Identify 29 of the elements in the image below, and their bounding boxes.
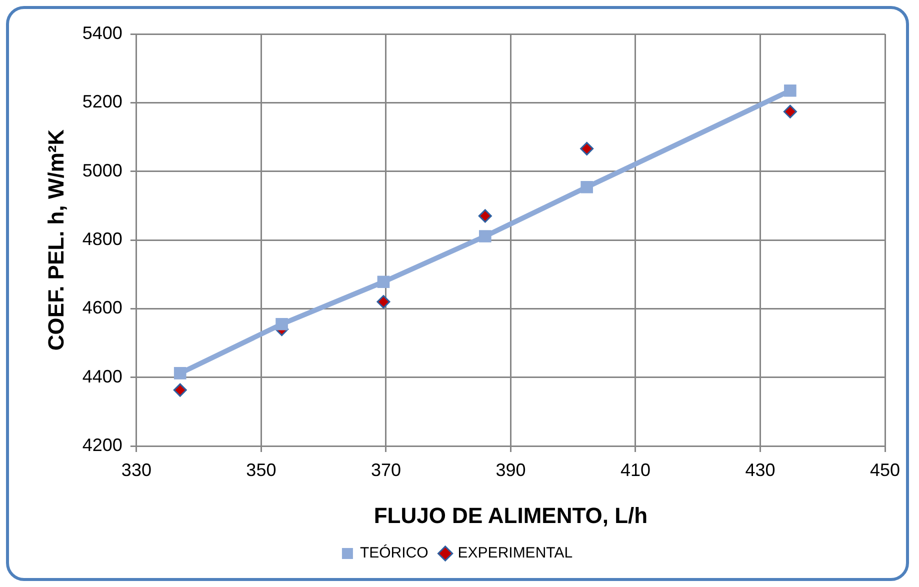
legend-label: EXPERIMENTAL xyxy=(458,544,573,562)
point xyxy=(478,209,492,223)
y-tick-label: 5400 xyxy=(82,22,122,43)
y-tick-label: 4800 xyxy=(82,228,122,249)
y-tick-label: 5000 xyxy=(82,160,122,180)
y-tick-label: 4400 xyxy=(82,366,122,386)
x-tick-label: 350 xyxy=(246,460,276,480)
y-axis-title: COEF. PEL. h, W/m²K xyxy=(43,129,68,351)
point xyxy=(276,318,288,330)
point xyxy=(173,383,187,397)
point xyxy=(376,295,390,309)
point xyxy=(580,180,593,194)
x-tick-label: 330 xyxy=(121,460,152,480)
y-tick-label: 4600 xyxy=(82,298,122,318)
x-tick-label: 390 xyxy=(496,460,526,480)
point xyxy=(783,104,797,118)
point xyxy=(784,84,796,97)
x-axis-title: FLUJO DE ALIMENTO, L/h xyxy=(374,502,648,528)
x-tick-label: 370 xyxy=(370,460,401,480)
point xyxy=(174,367,186,380)
legend-label: TEÓRICO xyxy=(360,544,428,562)
point xyxy=(478,230,492,242)
point xyxy=(377,276,390,288)
x-tick-label: 430 xyxy=(745,460,776,480)
x-tick-label: 410 xyxy=(620,460,651,480)
point xyxy=(580,142,594,156)
y-tick-label: 4200 xyxy=(82,434,122,455)
x-tick-label: 450 xyxy=(870,460,900,480)
y-tick-label: 5200 xyxy=(82,92,122,112)
